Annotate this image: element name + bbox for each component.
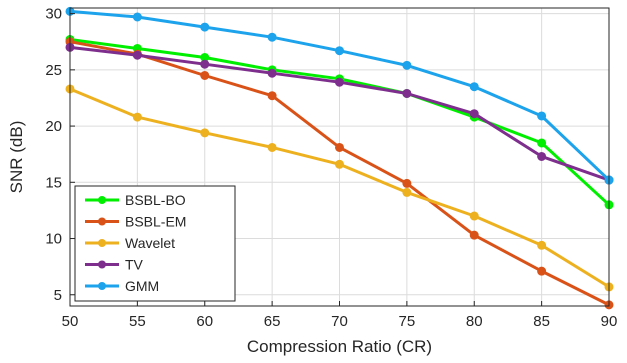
x-tick-label: 70 bbox=[331, 313, 348, 330]
legend-item-tv: TV bbox=[85, 257, 144, 273]
data-point-tv bbox=[335, 77, 344, 87]
data-point-gmm bbox=[335, 46, 344, 56]
data-point-gmm bbox=[267, 32, 277, 42]
data-point-gmm bbox=[537, 111, 547, 121]
legend-swatch-marker bbox=[98, 239, 106, 247]
y-axis-label: SNR (dB) bbox=[7, 121, 26, 194]
legend-swatch-marker bbox=[98, 196, 106, 204]
x-tick-label: 65 bbox=[264, 313, 281, 330]
x-axis-label: Compression Ratio (CR) bbox=[247, 337, 432, 356]
legend-label: BSBL-EM bbox=[125, 214, 186, 230]
data-point-bsbl-em bbox=[537, 266, 547, 276]
series-layer bbox=[65, 6, 614, 310]
x-tick-label: 85 bbox=[533, 313, 550, 330]
data-point-tv bbox=[267, 68, 277, 78]
legend-swatch-marker bbox=[98, 217, 106, 226]
series-tv bbox=[65, 42, 614, 185]
data-point-gmm bbox=[402, 60, 412, 70]
x-tick-label: 80 bbox=[466, 313, 483, 330]
y-tick-label: 20 bbox=[45, 118, 62, 135]
y-tick-label: 15 bbox=[45, 174, 62, 191]
data-point-wavelet bbox=[335, 159, 344, 169]
data-point-gmm bbox=[469, 82, 479, 92]
data-point-tv bbox=[132, 50, 142, 60]
series-gmm bbox=[65, 6, 614, 185]
y-tick-label: 25 bbox=[45, 62, 62, 79]
legend-label: TV bbox=[125, 257, 144, 273]
data-point-bsbl-em bbox=[402, 178, 412, 188]
x-tick-label: 75 bbox=[399, 313, 416, 330]
data-point-bsbl-em bbox=[200, 70, 210, 80]
data-point-wavelet bbox=[402, 187, 412, 197]
data-point-wavelet bbox=[537, 240, 547, 250]
x-tick-label: 50 bbox=[62, 313, 79, 330]
ticks: 50 55 60 65 70 75 80 85 90 5 10 15 20 25 30 bbox=[45, 6, 617, 330]
legend-label: GMM bbox=[125, 278, 159, 294]
x-tick-label: 55 bbox=[129, 313, 146, 330]
data-point-wavelet bbox=[200, 128, 210, 138]
y-tick-label: 5 bbox=[54, 287, 62, 304]
data-point-tv bbox=[200, 59, 210, 69]
x-tick-label: 90 bbox=[601, 313, 618, 330]
y-tick-label: 30 bbox=[45, 6, 62, 23]
data-point-gmm bbox=[132, 12, 142, 22]
x-tick-label: 60 bbox=[196, 313, 213, 330]
data-point-bsbl-em bbox=[267, 91, 277, 101]
legend-item-bsbl-em: BSBL-EM bbox=[85, 214, 186, 230]
legend-label: Wavelet bbox=[125, 235, 175, 251]
legend-swatch-marker bbox=[98, 260, 106, 269]
legend-item-gmm: GMM bbox=[85, 278, 159, 294]
data-point-bsbl-em bbox=[335, 142, 344, 152]
y-tick-label: 10 bbox=[45, 231, 62, 248]
data-point-bsbl-em bbox=[469, 230, 479, 240]
data-point-gmm bbox=[200, 22, 210, 32]
legend-swatch-marker bbox=[98, 282, 106, 290]
data-point-tv bbox=[469, 109, 479, 119]
legend-item-bsbl-bo: BSBL-BO bbox=[85, 192, 186, 208]
legend: BSBL-BO BSBL-EM Wavelet TV GMM bbox=[74, 185, 236, 302]
legend-item-wavelet: Wavelet bbox=[85, 235, 175, 251]
data-point-wavelet bbox=[469, 211, 479, 221]
data-point-tv bbox=[402, 88, 412, 98]
data-point-bsbl-bo bbox=[537, 138, 547, 148]
data-point-tv bbox=[537, 151, 547, 161]
data-point-wavelet bbox=[267, 142, 277, 152]
data-point-wavelet bbox=[132, 112, 142, 122]
legend-label: BSBL-BO bbox=[125, 192, 186, 208]
